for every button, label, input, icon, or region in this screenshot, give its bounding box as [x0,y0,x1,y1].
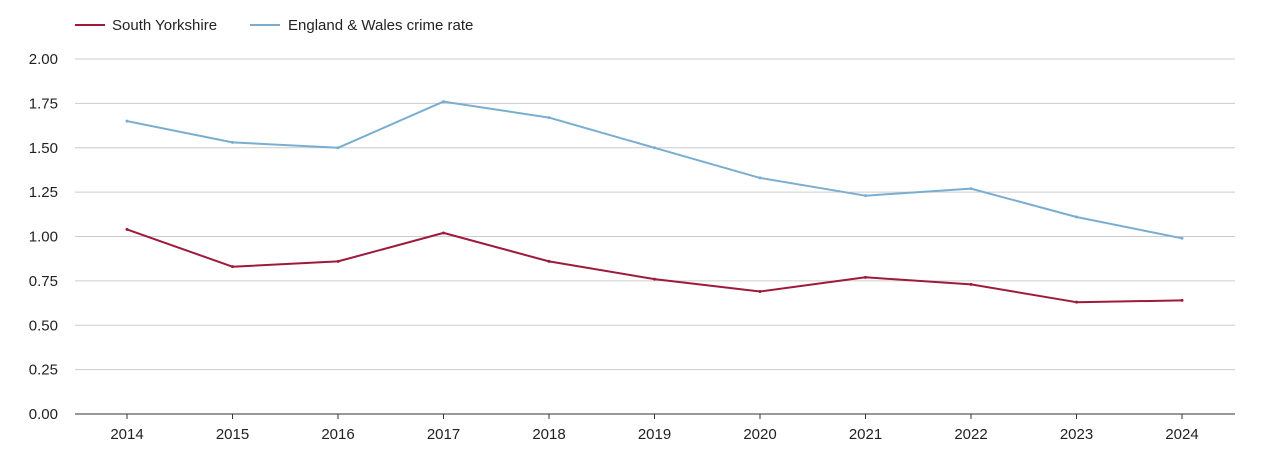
data-point-england-and-wales-crime-rate[interactable] [1180,236,1184,240]
y-tick-label: 1.00 [29,229,58,246]
y-tick-label: 1.50 [29,140,58,157]
data-point-south-yorkshire[interactable] [758,290,762,294]
x-tick-label: 2015 [216,426,249,443]
gridlines [75,58,1235,371]
y-tick-label: 1.25 [29,184,58,201]
legend: South Yorkshire England & Wales crime ra… [75,17,473,34]
data-point-england-and-wales-crime-rate[interactable] [336,146,340,150]
data-point-england-and-wales-crime-rate[interactable] [125,119,129,123]
series-line-south-yorkshire [126,228,1183,304]
data-point-south-yorkshire[interactable] [1075,300,1078,304]
x-tick-label: 2020 [743,426,776,443]
x-tick-label: 2023 [1060,426,1093,443]
x-tick-label: 2018 [532,426,565,443]
data-point-england-and-wales-crime-rate[interactable] [653,146,656,150]
data-point-south-yorkshire[interactable] [969,282,973,286]
y-axis: 0.00 0.25 0.50 0.75 1.00 1.25 1.50 1.75 2.00 [29,51,58,423]
series-line-england-and-wales-crime-rate [126,100,1183,240]
y-tick-label: 0.00 [29,406,58,423]
data-point-england-and-wales-crime-rate[interactable] [969,187,973,191]
data-point-south-yorkshire[interactable] [442,231,445,235]
data-point-england-and-wales-crime-rate[interactable] [442,100,445,104]
data-point-south-yorkshire[interactable] [653,277,656,281]
series-group [125,100,1184,304]
x-tick-label: 2019 [638,426,671,443]
x-tick-label: 2024 [1165,426,1198,443]
x-tick-label: 2017 [427,426,460,443]
data-point-england-and-wales-crime-rate[interactable] [1075,215,1078,219]
data-point-south-yorkshire[interactable] [336,259,340,263]
data-point-south-yorkshire[interactable] [864,275,867,279]
x-tick-label: 2022 [954,426,987,443]
legend-item-south-yorkshire[interactable]: South Yorkshire [75,17,217,34]
y-tick-label: 0.25 [29,362,58,379]
data-point-england-and-wales-crime-rate[interactable] [758,176,762,180]
data-point-south-yorkshire[interactable] [1180,298,1184,302]
data-point-south-yorkshire[interactable] [547,259,551,263]
y-tick-label: 0.50 [29,317,58,334]
x-tick-label: 2016 [321,426,354,443]
x-tick-label: 2014 [110,426,143,443]
data-point-england-and-wales-crime-rate[interactable] [547,116,551,120]
data-point-south-yorkshire[interactable] [125,227,129,231]
data-point-south-yorkshire[interactable] [231,265,234,269]
legend-label-england-wales: England & Wales crime rate [288,17,473,34]
x-tick-label: 2021 [849,426,882,443]
data-point-england-and-wales-crime-rate[interactable] [231,140,234,144]
legend-item-england-wales[interactable]: England & Wales crime rate [250,17,473,34]
y-tick-label: 0.75 [29,273,58,290]
y-tick-label: 1.75 [29,95,58,112]
data-point-england-and-wales-crime-rate[interactable] [864,194,867,198]
y-tick-label: 2.00 [29,51,58,68]
x-axis: 2014 2015 2016 2017 2018 2019 2020 2021 2022 2023… [75,413,1235,443]
legend-label-south-yorkshire: South Yorkshire [112,17,217,34]
